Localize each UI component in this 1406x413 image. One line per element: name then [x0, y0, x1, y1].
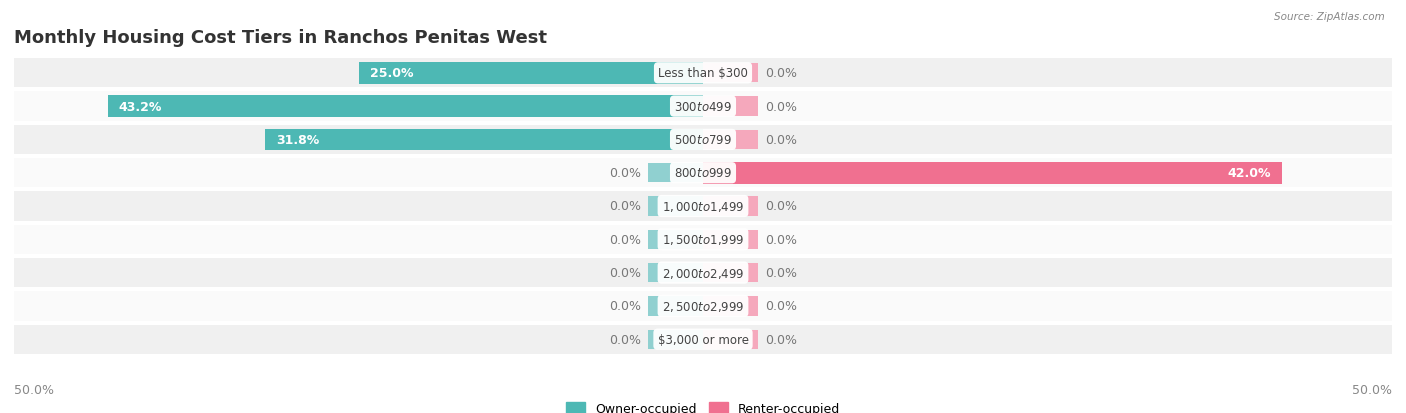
Text: 0.0%: 0.0%: [609, 167, 641, 180]
Text: 0.0%: 0.0%: [765, 133, 797, 147]
Text: 0.0%: 0.0%: [765, 67, 797, 80]
Text: 0.0%: 0.0%: [609, 233, 641, 246]
Text: Monthly Housing Cost Tiers in Ranchos Penitas West: Monthly Housing Cost Tiers in Ranchos Pe…: [14, 28, 547, 47]
Text: 43.2%: 43.2%: [118, 100, 162, 113]
Bar: [264, 129, 703, 151]
Bar: [14, 159, 1392, 188]
Bar: [14, 192, 1392, 221]
Text: $300 to $499: $300 to $499: [673, 100, 733, 113]
Text: $2,000 to $2,499: $2,000 to $2,499: [662, 266, 744, 280]
Legend: Owner-occupied, Renter-occupied: Owner-occupied, Renter-occupied: [561, 397, 845, 413]
Text: 0.0%: 0.0%: [765, 266, 797, 280]
Bar: [703, 97, 758, 116]
Text: $2,500 to $2,999: $2,500 to $2,999: [662, 299, 744, 313]
Bar: [703, 64, 758, 83]
Bar: [703, 263, 758, 282]
Bar: [648, 263, 703, 282]
Text: 50.0%: 50.0%: [1353, 384, 1392, 396]
Bar: [108, 96, 703, 118]
Text: 0.0%: 0.0%: [765, 200, 797, 213]
Bar: [648, 230, 703, 249]
Text: 31.8%: 31.8%: [276, 133, 319, 147]
Bar: [14, 292, 1392, 321]
Text: 0.0%: 0.0%: [609, 300, 641, 313]
Bar: [703, 197, 758, 216]
Text: $800 to $999: $800 to $999: [673, 167, 733, 180]
Text: $1,500 to $1,999: $1,500 to $1,999: [662, 233, 744, 247]
Bar: [648, 197, 703, 216]
Bar: [648, 297, 703, 316]
Bar: [14, 59, 1392, 88]
Text: 0.0%: 0.0%: [765, 300, 797, 313]
Bar: [14, 325, 1392, 354]
Text: 0.0%: 0.0%: [765, 100, 797, 113]
Bar: [648, 330, 703, 349]
Text: $3,000 or more: $3,000 or more: [658, 333, 748, 346]
Text: 0.0%: 0.0%: [765, 233, 797, 246]
Bar: [703, 131, 758, 150]
Bar: [703, 330, 758, 349]
Text: 0.0%: 0.0%: [765, 333, 797, 346]
Bar: [703, 230, 758, 249]
Bar: [14, 126, 1392, 155]
Bar: [14, 92, 1392, 121]
Text: 0.0%: 0.0%: [609, 200, 641, 213]
Text: 0.0%: 0.0%: [609, 266, 641, 280]
Text: $500 to $799: $500 to $799: [673, 133, 733, 147]
Text: 42.0%: 42.0%: [1227, 167, 1271, 180]
Bar: [14, 225, 1392, 254]
Bar: [648, 164, 703, 183]
Bar: [14, 258, 1392, 287]
Bar: [703, 297, 758, 316]
Text: 25.0%: 25.0%: [370, 67, 413, 80]
Text: 0.0%: 0.0%: [609, 333, 641, 346]
Bar: [359, 63, 703, 84]
Bar: [703, 162, 1282, 184]
Text: Source: ZipAtlas.com: Source: ZipAtlas.com: [1274, 12, 1385, 22]
Text: Less than $300: Less than $300: [658, 67, 748, 80]
Text: $1,000 to $1,499: $1,000 to $1,499: [662, 199, 744, 214]
Text: 50.0%: 50.0%: [14, 384, 53, 396]
